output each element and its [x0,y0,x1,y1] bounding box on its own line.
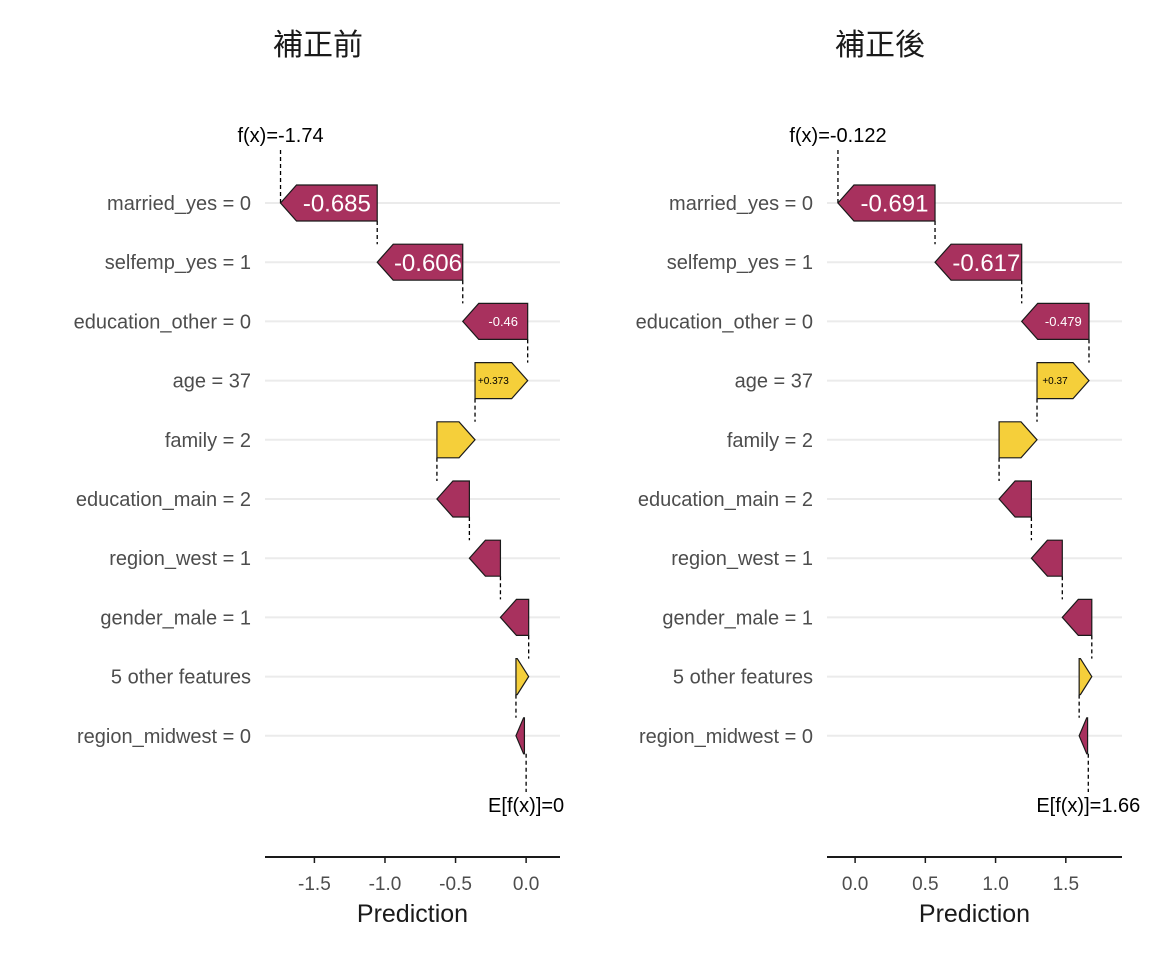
chart-title: 補正前 [273,28,363,63]
contribution-bar [1078,657,1093,696]
x-axis-title: Prediction [919,900,1030,928]
contribution-bar [1078,717,1089,755]
contribution-bar [515,657,530,696]
feature-label: education_other = 0 [636,311,813,333]
contribution-bar [461,302,529,340]
feature-label: selfemp_yes = 1 [105,252,251,274]
contribution-bar [1061,598,1093,637]
contribution-bar [436,421,476,459]
feature-label: age = 37 [735,371,813,393]
value-label: -0.46 [488,314,518,329]
chart-title: 補正後 [835,28,925,63]
feature-label: region_west = 1 [671,548,813,570]
feature-label: 5 other features [111,667,251,689]
value-label: +0.37 [1042,376,1068,387]
feature-label: age = 37 [173,371,251,393]
contribution-bar [376,243,464,281]
prediction-label: f(x)=-0.122 [789,125,886,147]
x-tick-label: -1.0 [369,874,402,895]
feature-label: education_main = 2 [638,489,813,511]
x-tick-label: -1.5 [298,874,331,895]
base-value-label: E[f(x)]=0 [488,795,564,817]
x-tick-label: 0.0 [513,874,539,895]
contribution-bar [279,184,378,222]
feature-label: 5 other features [673,667,813,689]
feature-label: region_midwest = 0 [77,726,251,748]
feature-label: region_west = 1 [109,548,251,570]
value-label: -0.617 [952,250,1020,277]
value-label: -0.685 [303,191,371,218]
contribution-bar [998,480,1032,518]
x-tick-label: 0.0 [842,874,868,895]
feature-label: married_yes = 0 [107,193,251,215]
waterfall-panel-2: 補正後 married_yes = 0 selfemp_yes = 1 educati… [636,28,1141,928]
contribution-bar [1036,362,1090,400]
feature-label: married_yes = 0 [669,193,813,215]
feature-label: gender_male = 1 [100,607,251,629]
x-tick-label: 0.5 [912,874,938,895]
prediction-label: f(x)=-1.74 [237,125,323,147]
feature-label: region_midwest = 0 [639,726,813,748]
value-label: -0.606 [394,250,462,277]
contribution-bar [934,243,1023,281]
contribution-bar [515,717,526,755]
contribution-bar [436,480,470,518]
waterfall-panel-1: 補正前 married_yes = 0 selfemp_yes = 1 educati… [74,28,565,928]
x-tick-label: 1.0 [982,874,1008,895]
value-label: -0.479 [1045,314,1082,329]
feature-label: education_main = 2 [76,489,251,511]
contribution-bar [468,539,502,577]
feature-label: family = 2 [165,430,251,452]
x-tick-label: -0.5 [439,874,472,895]
contribution-bar [837,184,936,222]
contribution-bar [499,598,530,637]
contribution-bar [474,362,529,400]
x-tick-label: 1.5 [1053,874,1079,895]
value-label: -0.691 [860,191,928,218]
contribution-bar [1020,302,1090,340]
contribution-bar [1030,539,1063,577]
value-label: +0.373 [478,376,509,387]
contribution-bar [998,421,1038,459]
feature-label: family = 2 [727,430,813,452]
feature-label: gender_male = 1 [662,607,813,629]
base-value-label: E[f(x)]=1.66 [1036,795,1140,817]
feature-label: selfemp_yes = 1 [667,252,813,274]
feature-label: education_other = 0 [74,311,251,333]
x-axis-title: Prediction [357,900,468,928]
